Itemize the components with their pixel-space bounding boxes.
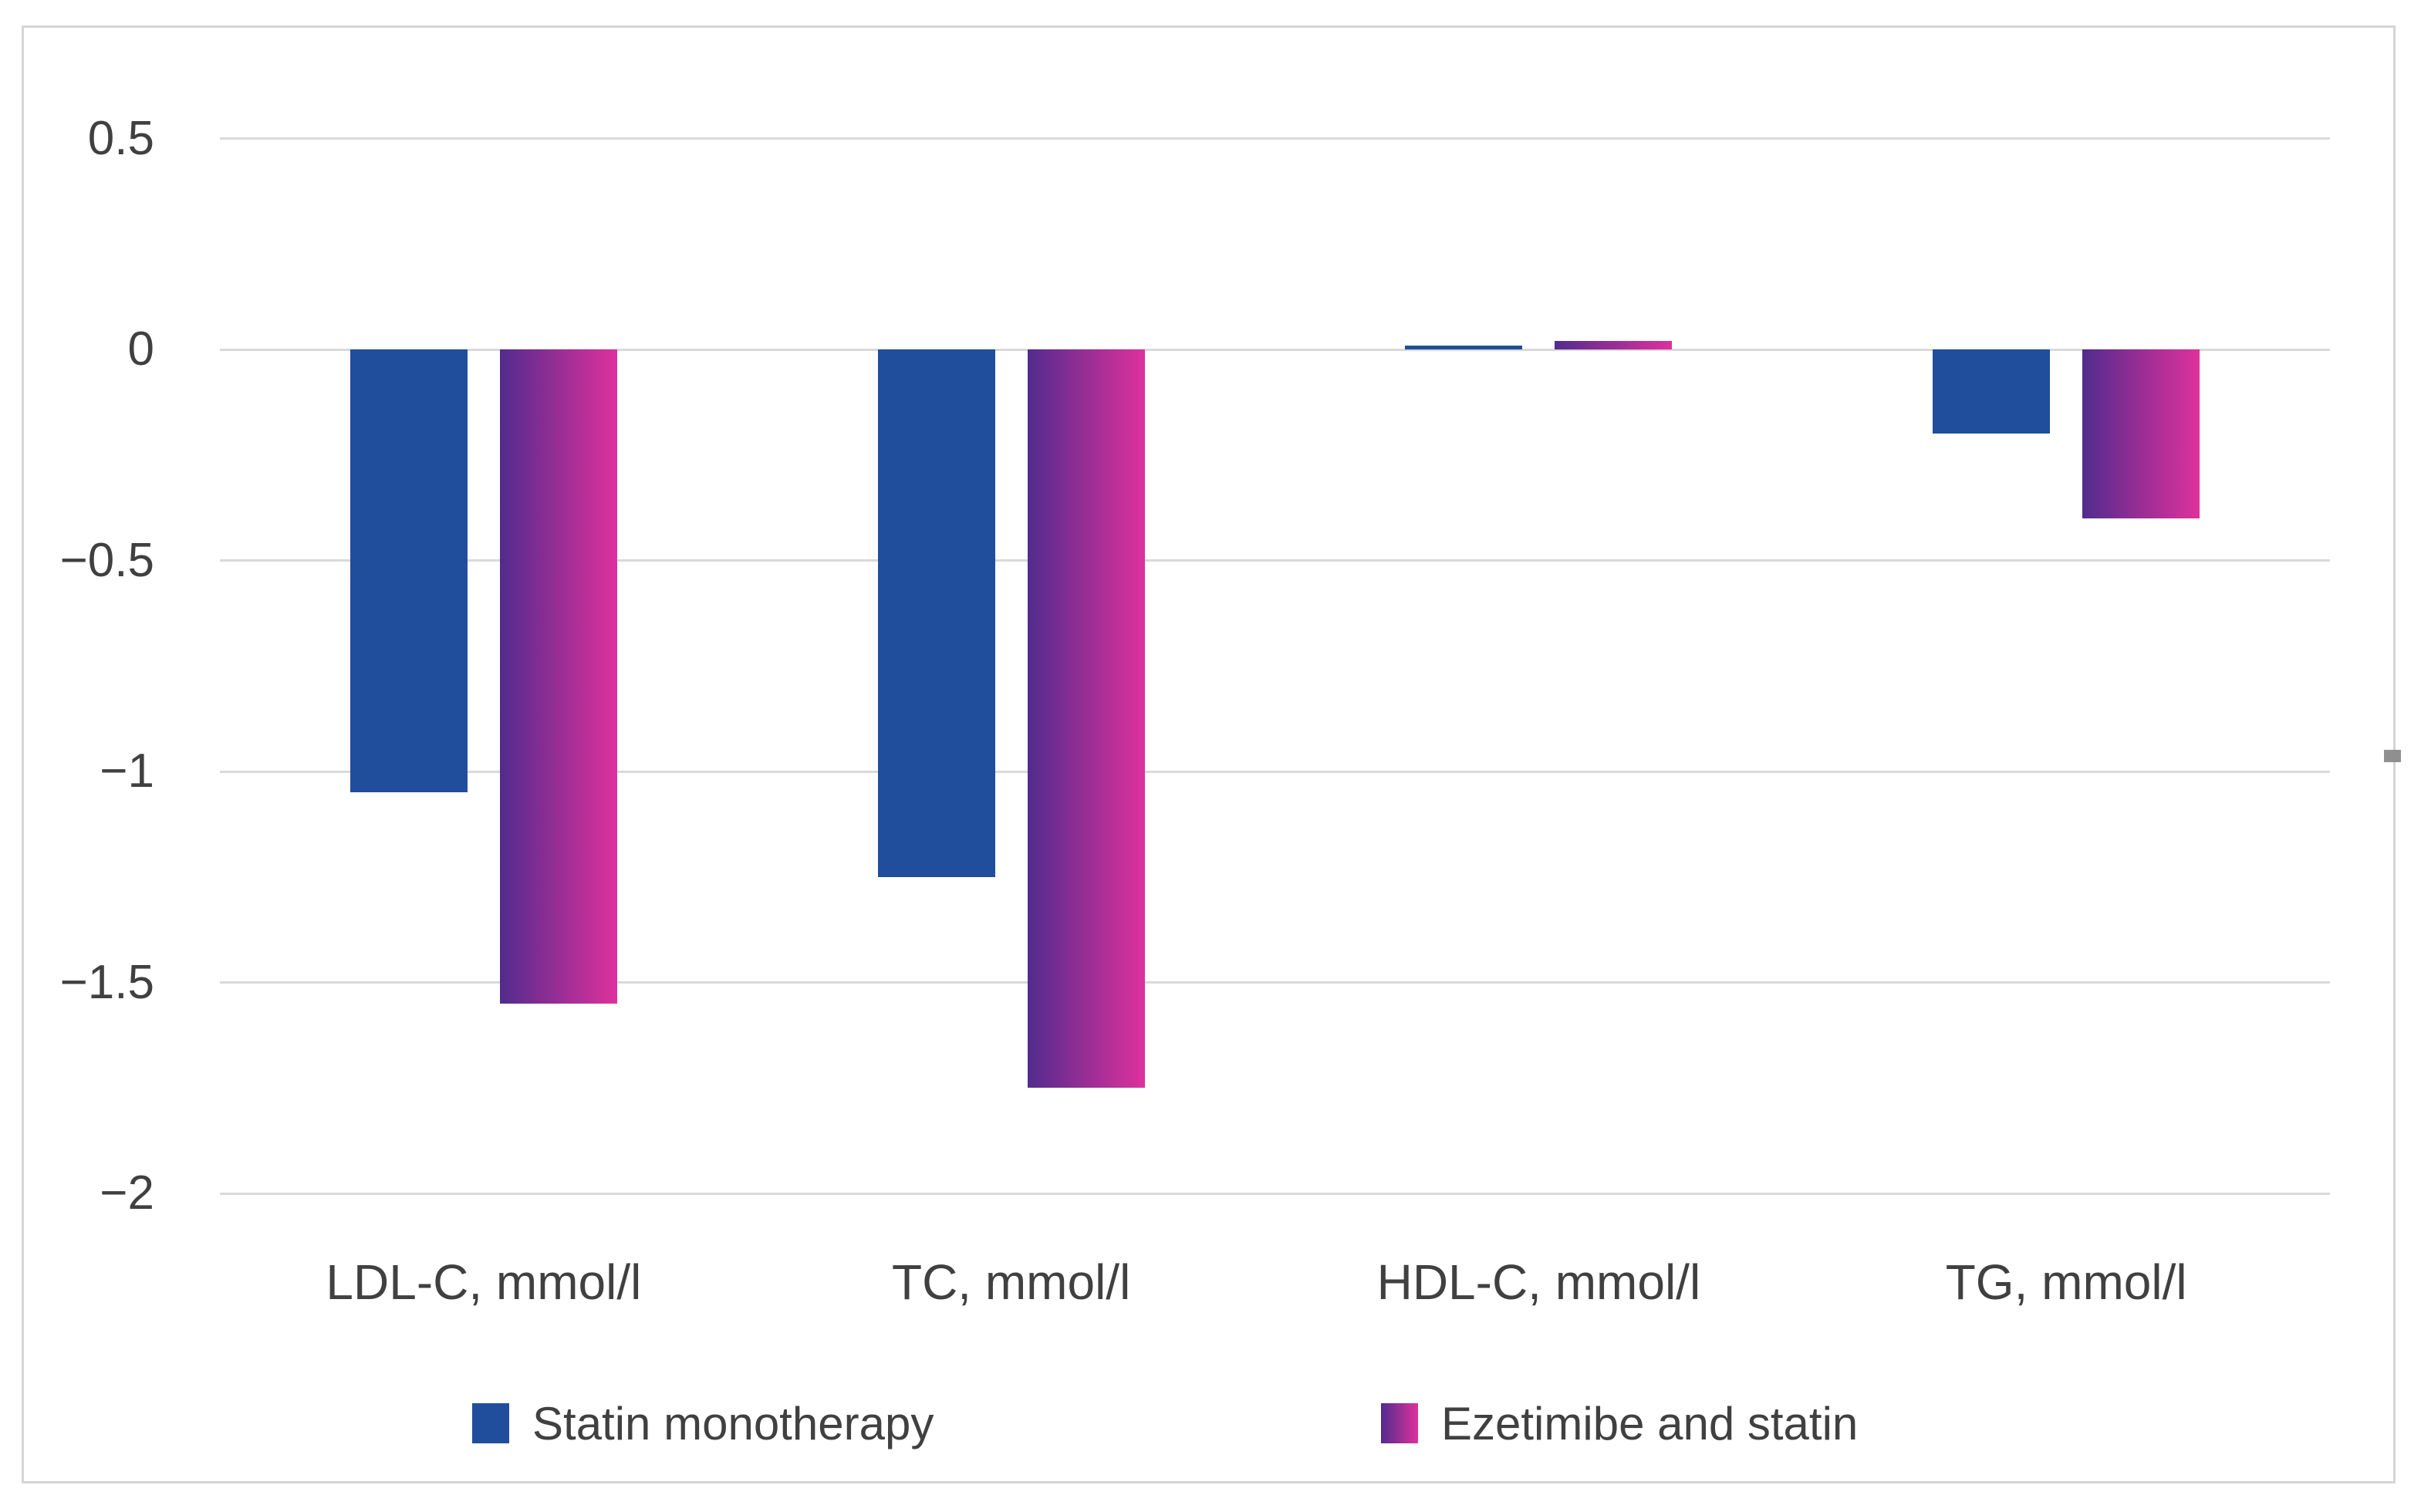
gridline (220, 770, 2330, 773)
legend-label-ezetimibe: Ezetimibe and statin (1441, 1397, 1859, 1450)
y-axis-tick-label: −0.5 (59, 533, 154, 587)
category-label: TC, mmol/l (891, 1254, 1131, 1310)
category-label: HDL-C, mmol/l (1376, 1254, 1701, 1310)
y-axis-tick-label: 0.5 (87, 111, 154, 165)
gridline (220, 348, 2330, 351)
y-axis-tick-label: −2 (100, 1166, 154, 1220)
category-label: TG, mmol/l (1945, 1254, 2187, 1310)
legend-item-statin: Statin monotherapy (472, 1397, 934, 1450)
gridline (220, 981, 2330, 984)
bar-statin-monotherapy (1405, 345, 1523, 349)
category-label: LDL-C, mmol/l (326, 1254, 642, 1310)
bar-statin-monotherapy (1933, 349, 2051, 434)
legend-swatch-statin (472, 1403, 509, 1443)
bar-ezetimibe-and-statin (2082, 349, 2200, 518)
bar-statin-monotherapy (349, 349, 468, 793)
y-axis-tick-label: −1 (100, 744, 154, 798)
bar-ezetimibe-and-statin (1555, 341, 1673, 349)
bar-ezetimibe-and-statin (1027, 349, 1145, 1088)
legend-item-ezetimibe: Ezetimibe and statin (1381, 1397, 1859, 1450)
y-axis-tick-label: 0 (127, 322, 154, 376)
legend-label-statin: Statin monotherapy (532, 1397, 934, 1450)
gridline (220, 1192, 2330, 1195)
y-axis-tick-label: −1.5 (59, 955, 154, 1009)
gridline (220, 559, 2330, 562)
gridline (220, 137, 2330, 140)
screen-artifact (2384, 750, 2401, 762)
bar-ezetimibe-and-statin (499, 349, 617, 1004)
bar-statin-monotherapy (877, 349, 995, 877)
legend-swatch-ezetimibe (1381, 1403, 1418, 1443)
